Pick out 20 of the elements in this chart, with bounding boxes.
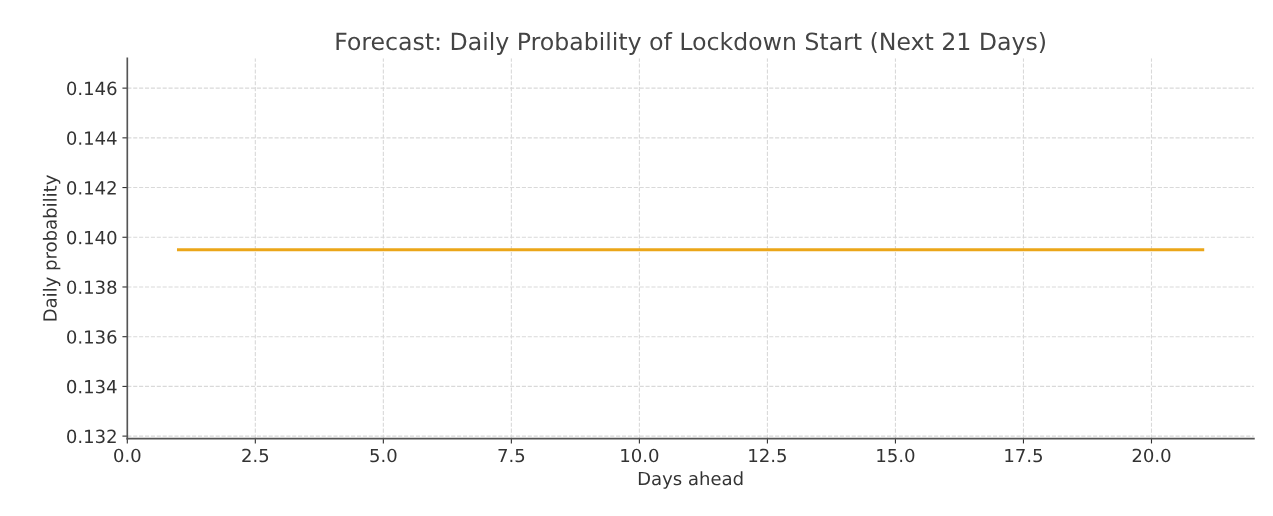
- y-tick-label: 0.142: [67, 181, 116, 195]
- y-tick-label: 0.136: [67, 330, 117, 344]
- x-tick-label: 20.0: [1132, 448, 1171, 463]
- y-tick-label: 0.132: [67, 429, 116, 444]
- x-tick-label: 5.0: [370, 448, 397, 463]
- x-tick-label: 10.0: [621, 448, 659, 463]
- x-tick-label: 7.5: [498, 448, 525, 463]
- x-tick-label: 2.5: [242, 448, 269, 463]
- chart-title: Forecast: Daily Probability of Lockdown Start (Next 21 Days): [336, 32, 1045, 55]
- y-tick-label: 0.146: [67, 81, 117, 96]
- x-tick-label: 15.0: [877, 448, 915, 463]
- x-tick-label: 12.5: [749, 448, 786, 463]
- y-tick-label: 0.134: [67, 379, 117, 394]
- x-tick-label: 17.5: [1005, 448, 1042, 463]
- y-tick-label: 0.138: [67, 280, 117, 295]
- x-axis-title: Days ahead: [638, 471, 743, 489]
- x-tick-label: 0.0: [114, 448, 141, 463]
- y-tick-label: 0.144: [67, 131, 117, 145]
- y-axis-title: Daily probability: [42, 175, 61, 321]
- y-tick-label: 0.140: [67, 230, 117, 245]
